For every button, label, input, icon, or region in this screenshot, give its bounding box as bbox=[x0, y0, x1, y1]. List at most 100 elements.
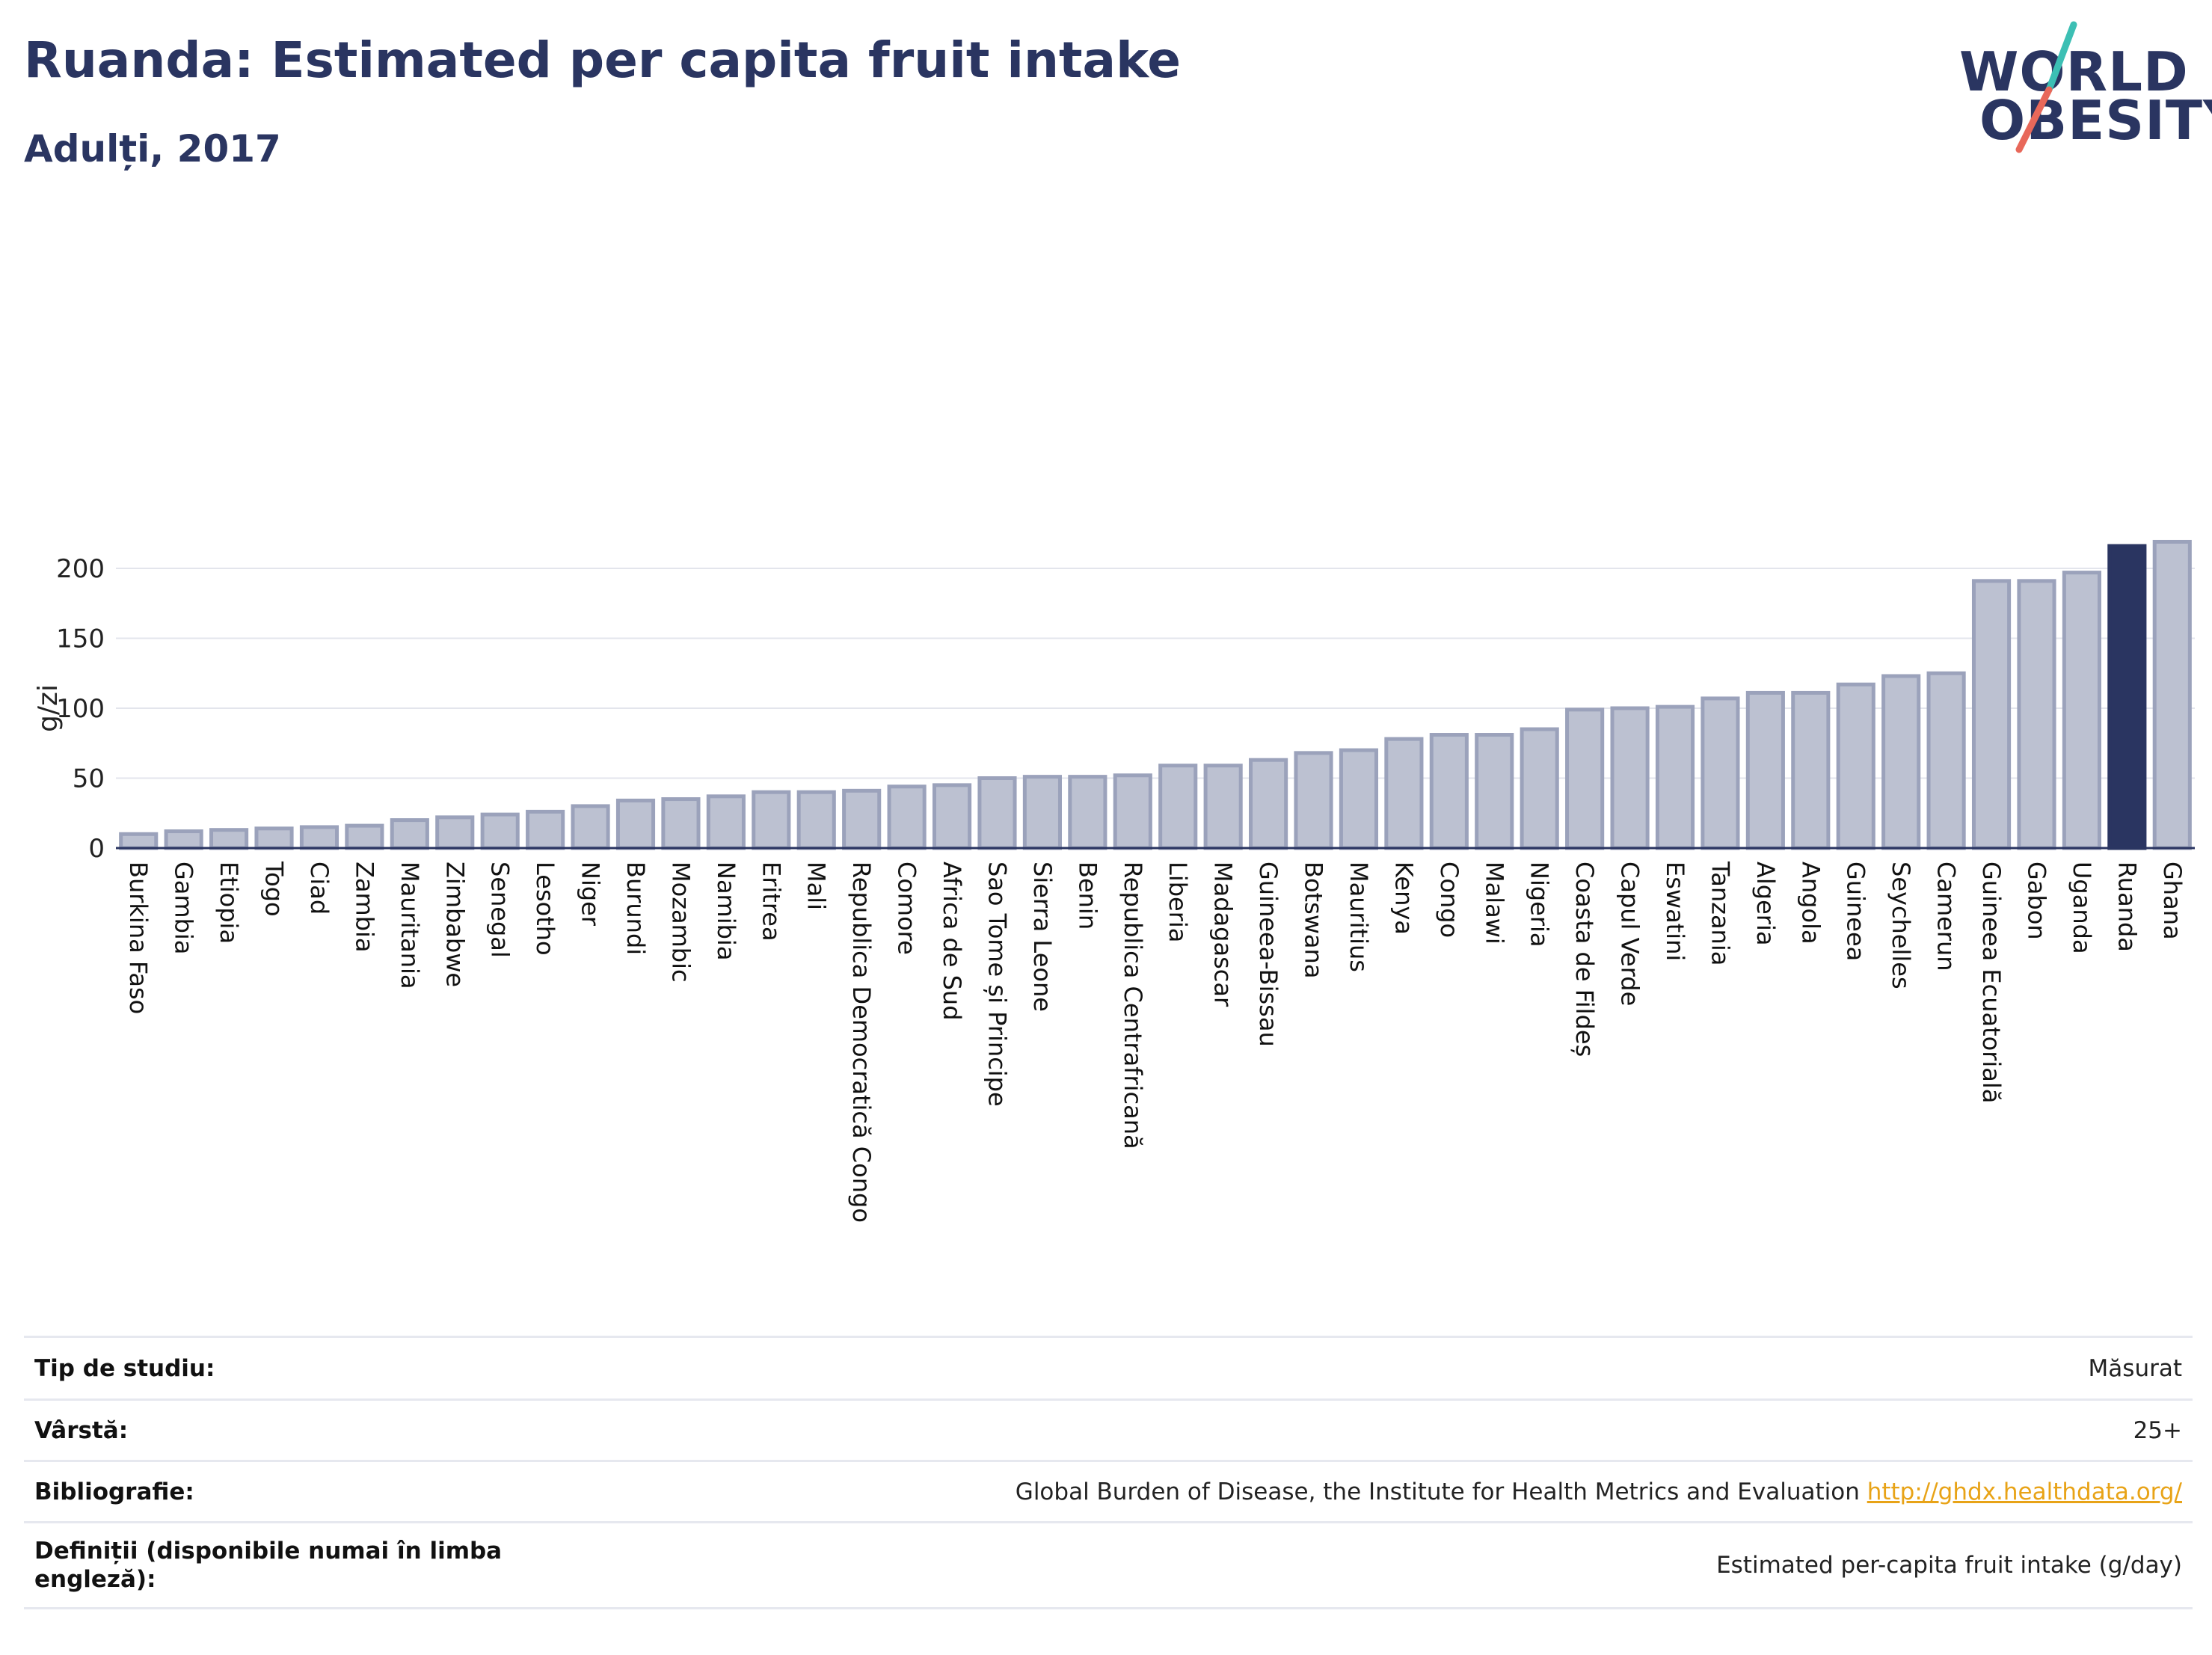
y-tick-label: 100 bbox=[56, 694, 105, 724]
x-tick-label: Burkina Faso bbox=[124, 862, 153, 1014]
x-tick-label: Benin bbox=[1073, 862, 1102, 930]
x-tick-label: Ciad bbox=[305, 862, 334, 915]
meta-label: Definiții (disponibile numai în limba en… bbox=[34, 1538, 503, 1593]
meta-row-study-type: Tip de studiu: Măsurat bbox=[24, 1336, 2193, 1398]
bar bbox=[1158, 764, 1198, 850]
bar bbox=[571, 804, 610, 850]
meta-row-bibliography: Bibliografie: Global Burden of Disease, … bbox=[24, 1460, 2193, 1521]
x-tick-label: Ruanda bbox=[2113, 862, 2141, 952]
x-tick-label: Sao Tome și Principe bbox=[983, 862, 1011, 1107]
x-tick-label: Etiopia bbox=[215, 862, 243, 944]
x-tick-label: Comore bbox=[893, 862, 921, 955]
bar-chart: 0 50 100 150 200 g/zi Burkina Faso Gambia Etiopi… bbox=[33, 539, 2195, 1223]
x-tick-label: Guineea-Bissau bbox=[1254, 862, 1282, 1047]
x-tick-label: Gambia bbox=[170, 862, 198, 954]
y-tick-label: 200 bbox=[56, 554, 105, 584]
bar bbox=[1022, 775, 1062, 850]
bar bbox=[1971, 579, 2012, 850]
bar bbox=[1475, 733, 1514, 850]
bar bbox=[526, 809, 565, 850]
x-tick-label: Zimbabwe bbox=[440, 862, 469, 987]
bibliography-text: Global Burden of Disease, the Institute … bbox=[1015, 1478, 1860, 1505]
logo-text-obesity: OBESITY bbox=[1979, 89, 2212, 152]
bar bbox=[1249, 758, 1288, 850]
meta-row-definitions: Definiții (disponibile numai în limba en… bbox=[24, 1521, 2193, 1609]
meta-value: Estimated per-capita fruit intake (g/day… bbox=[1716, 1552, 2182, 1579]
bar bbox=[254, 826, 294, 850]
bar bbox=[706, 794, 746, 850]
bar bbox=[119, 832, 159, 850]
metadata-table: Tip de studiu: Măsurat Vârstă: 25+ Bibli… bbox=[24, 1336, 2193, 1609]
y-tick-label: 0 bbox=[88, 834, 105, 864]
bar bbox=[887, 784, 927, 850]
x-tick-label: Nigeria bbox=[1526, 862, 1554, 947]
bar bbox=[842, 788, 882, 850]
bar bbox=[932, 783, 972, 850]
bar bbox=[1701, 696, 1740, 850]
x-tick-label: Seychelles bbox=[1887, 862, 1915, 989]
bar bbox=[796, 790, 836, 850]
x-tick-label: Togo bbox=[260, 861, 289, 917]
bar bbox=[1384, 737, 1424, 850]
bar bbox=[1429, 733, 1469, 850]
bar bbox=[661, 797, 701, 850]
source-link[interactable]: http://ghdx.healthdata.org/ bbox=[1867, 1478, 2182, 1505]
y-tick-label: 50 bbox=[73, 764, 105, 794]
x-tick-label: Namibia bbox=[712, 862, 740, 960]
bar bbox=[390, 818, 429, 850]
x-tick-label: Eritrea bbox=[757, 862, 785, 942]
x-tick-label: Eswatini bbox=[1661, 862, 1689, 961]
x-tick-label: Republica Democratică Congo bbox=[847, 862, 876, 1223]
x-tick-label: Tanzania bbox=[1706, 861, 1734, 965]
x-tick-label: Kenya bbox=[1389, 862, 1418, 935]
bar bbox=[1881, 674, 1921, 850]
meta-value: 25+ bbox=[2133, 1416, 2182, 1444]
meta-label: Vârstă: bbox=[34, 1416, 129, 1444]
bar bbox=[2107, 544, 2147, 850]
bar bbox=[2152, 539, 2192, 850]
x-tick-label: Senegal bbox=[486, 862, 514, 958]
bar bbox=[209, 828, 249, 850]
bar bbox=[480, 812, 520, 850]
bar bbox=[1339, 748, 1379, 850]
bar bbox=[2062, 571, 2101, 850]
bar bbox=[1520, 727, 1559, 850]
world-obesity-logo[interactable]: WORLD OBESITY bbox=[1944, 19, 2212, 168]
x-tick-label: Republica Centrafricană bbox=[1119, 862, 1147, 1149]
x-tick-label: Angola bbox=[1796, 862, 1825, 945]
bar bbox=[1113, 773, 1152, 850]
x-tick-label: Africa de Sud bbox=[938, 862, 966, 1021]
bar bbox=[1745, 690, 1785, 850]
x-tick-label: Niger bbox=[577, 862, 605, 927]
bar bbox=[2017, 579, 2056, 850]
bar bbox=[1294, 751, 1333, 850]
bar bbox=[1655, 704, 1695, 850]
meta-value: Global Burden of Disease, the Institute … bbox=[1016, 1479, 2193, 1505]
x-tick-label: Gabon bbox=[2022, 862, 2050, 940]
bar bbox=[1791, 690, 1831, 850]
bar bbox=[752, 790, 791, 850]
x-tick-label: Coasta de Fildeș bbox=[1570, 862, 1599, 1057]
x-tick-label: Capul Verde bbox=[1616, 862, 1644, 1006]
x-tick-label: Lesotho bbox=[531, 862, 559, 956]
page-subtitle: Adulți, 2017 bbox=[24, 127, 281, 171]
bar bbox=[299, 825, 340, 850]
meta-row-age: Vârstă: 25+ bbox=[24, 1398, 2193, 1460]
x-tick-label: Botswana bbox=[1300, 862, 1328, 978]
meta-label: Bibliografie: bbox=[34, 1478, 194, 1505]
x-tick-label: Mali bbox=[802, 862, 831, 910]
x-tick-label: Zambia bbox=[350, 862, 378, 953]
y-tick-label: 150 bbox=[56, 624, 105, 654]
bar bbox=[1203, 764, 1243, 850]
bar bbox=[435, 815, 475, 850]
x-tick-label: Burundi bbox=[621, 862, 650, 955]
x-tick-label: Guineea Ecuatorială bbox=[1977, 862, 2006, 1103]
x-tick-label: Liberia bbox=[1164, 862, 1192, 942]
bar bbox=[615, 798, 656, 850]
bar bbox=[1926, 671, 1966, 850]
bar bbox=[1068, 775, 1107, 850]
x-tick-label: Mauritius bbox=[1345, 862, 1373, 972]
x-tick-label: Mozambic bbox=[666, 862, 695, 983]
bar bbox=[164, 829, 203, 850]
x-tick-label: Malawi bbox=[1480, 862, 1508, 945]
